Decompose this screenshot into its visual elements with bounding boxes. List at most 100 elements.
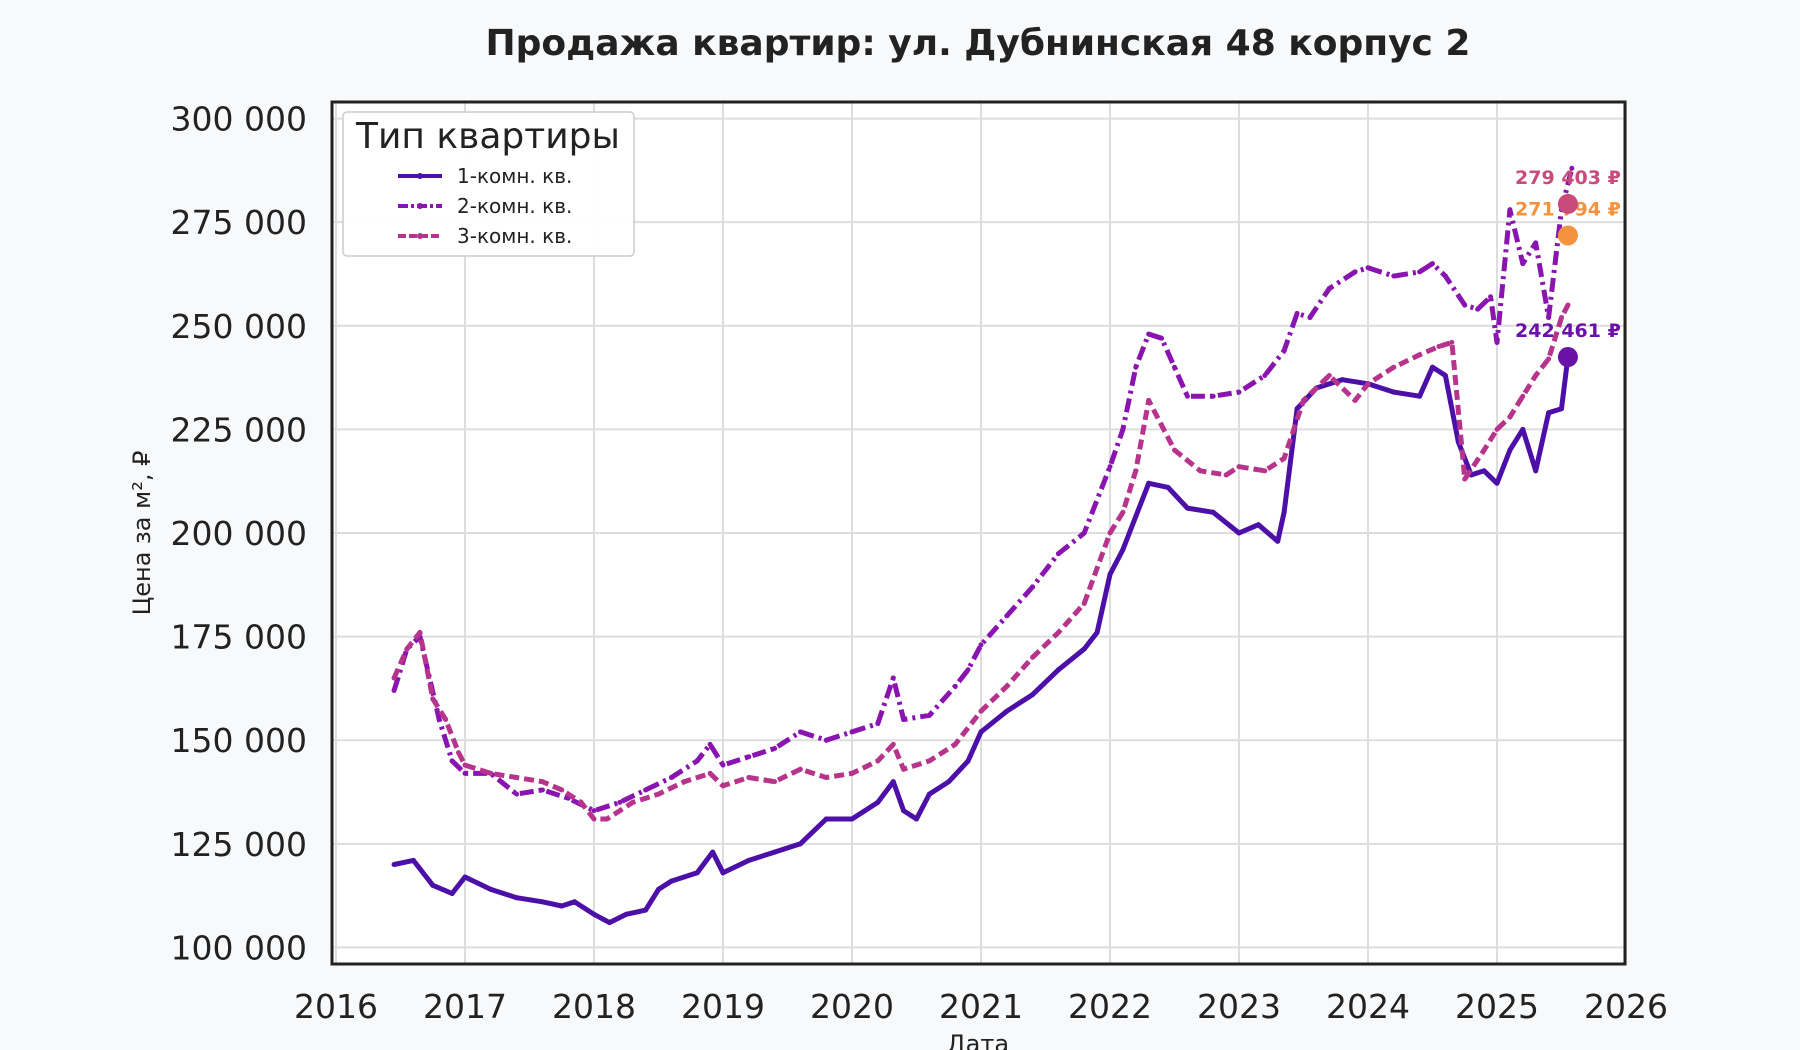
chart-title: Продажа квартир: ул. Дубнинская 48 корпу… (486, 23, 1471, 64)
data-point (1442, 273, 1448, 279)
data-point (1565, 302, 1571, 308)
data-point (449, 891, 455, 897)
data-point (1236, 389, 1242, 395)
data-point (707, 741, 713, 747)
data-point (404, 646, 410, 652)
data-point (539, 779, 545, 785)
plot-frame (330, 100, 1627, 966)
data-point (1326, 373, 1332, 379)
y-tick-label: 250 000 (171, 307, 307, 346)
data-point (430, 696, 436, 702)
data-point (462, 874, 468, 880)
x-tick-label: 2025 (1455, 987, 1539, 1026)
series-1-group (391, 354, 1571, 926)
data-point (572, 899, 578, 905)
data-point (823, 737, 829, 743)
data-point (1146, 397, 1152, 403)
legend-marker (417, 233, 423, 239)
data-point (1107, 530, 1113, 536)
data-point (849, 729, 855, 735)
data-point (1255, 522, 1261, 528)
data-point (1281, 455, 1287, 461)
data-point (410, 857, 416, 863)
last-point-marker (1557, 193, 1578, 214)
x-tick-label: 2023 (1197, 987, 1281, 1026)
data-point (926, 758, 932, 764)
data-point (1494, 339, 1500, 345)
data-point (823, 816, 829, 822)
legend-box (342, 111, 635, 257)
data-point (926, 712, 932, 718)
y-tick-label: 150 000 (171, 721, 307, 760)
data-point (901, 766, 907, 772)
x-tick-label: 2024 (1326, 987, 1410, 1026)
data-point (875, 758, 881, 764)
data-point (965, 667, 971, 673)
data-point (668, 878, 674, 884)
data-point (952, 741, 958, 747)
legend-items: 1-комн. кв. 2-комн. кв. 3-комн. кв. (398, 164, 572, 248)
data-point (391, 862, 397, 868)
data-point (1365, 381, 1371, 387)
data-point (1165, 484, 1171, 490)
data-point (746, 775, 752, 781)
data-point (1094, 629, 1100, 635)
data-point (1488, 294, 1494, 300)
data-point (1081, 530, 1087, 536)
last-point-label: 279 403 ₽ (1515, 167, 1621, 189)
y-tick-label: 300 000 (171, 100, 307, 139)
data-point (430, 882, 436, 888)
data-point (1081, 600, 1087, 606)
data-point (539, 787, 545, 793)
data-point (978, 642, 984, 648)
legend-label: 3-комн. кв. (457, 224, 572, 248)
data-point (1120, 426, 1126, 432)
data-point (1391, 389, 1397, 395)
data-point (591, 808, 597, 814)
series-layer (391, 165, 1575, 926)
data-point (1559, 406, 1564, 412)
data-point (1281, 348, 1287, 354)
data-point (1494, 426, 1500, 432)
legend: Тип квартиры 1-комн. кв. 2-комн. кв. 3-ком… (342, 111, 635, 257)
data-point (1172, 447, 1177, 453)
data-point (1004, 683, 1010, 689)
data-point (514, 775, 520, 781)
data-point (1133, 364, 1139, 370)
y-axis-ticks: 100 000 125 000 150 000 175 000 200 000 225 0… (171, 100, 307, 968)
last-point-label: 242 461 ₽ (1515, 320, 1621, 342)
data-point (1159, 422, 1165, 428)
data-point (890, 675, 896, 681)
y-axis-label: Цена за м², ₽ (128, 451, 156, 616)
data-point (797, 729, 803, 735)
data-point (746, 857, 752, 863)
data-point (1004, 613, 1010, 619)
data-point (1559, 315, 1564, 320)
data-point (1417, 352, 1423, 358)
data-point (1275, 538, 1281, 544)
data-point (1107, 571, 1113, 577)
series-line (393, 356, 1571, 926)
data-point (1030, 654, 1036, 660)
x-tick-label: 2021 (939, 987, 1023, 1026)
data-point (417, 629, 423, 635)
last-point-markers: 242 461 ₽271 794 ₽279 403 ₽ (1515, 167, 1621, 368)
data-point (604, 816, 610, 822)
x-tick-label: 2020 (810, 987, 894, 1026)
data-point (823, 775, 829, 781)
x-tick-label: 2019 (681, 987, 765, 1026)
y-tick-label: 175 000 (171, 618, 307, 657)
x-axis-ticks: 2016 2017 2018 2019 2020 2021 2022 2023 2024 2025… (294, 987, 1668, 1026)
series-3-group (391, 302, 1571, 822)
data-point (875, 799, 881, 805)
data-point (1030, 692, 1036, 698)
data-point (456, 750, 462, 756)
data-point (797, 841, 803, 847)
data-point (1520, 393, 1526, 399)
legend-title: Тип квартиры (355, 116, 620, 157)
data-point (681, 779, 687, 785)
legend-marker (417, 173, 423, 179)
data-point (1352, 397, 1358, 403)
data-point (1030, 584, 1036, 590)
x-axis-label: Дата (947, 1030, 1009, 1050)
